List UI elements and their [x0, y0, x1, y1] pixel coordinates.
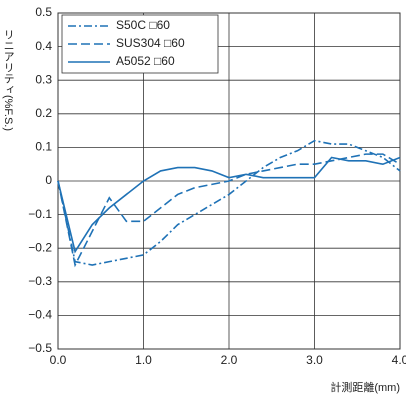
legend: S50C □60 SUS304 □60 A5052 □60	[61, 14, 219, 74]
series-line	[57, 139, 401, 266]
x-axis-label: 計測距離(mm)	[330, 380, 400, 394]
legend-label: SUS304 □60	[116, 36, 185, 50]
x-tick-label: 3.0	[306, 353, 323, 367]
y-tick-label: 0.3	[35, 72, 52, 86]
x-tick-label: 0.0	[50, 353, 67, 367]
y-tick-label: 0.1	[35, 140, 52, 154]
y-tick-label: 0	[45, 173, 52, 187]
x-tick-label: 4.0	[392, 353, 406, 367]
x-tick-label: 1.0	[135, 353, 152, 367]
y-tick-label: −0.2	[28, 240, 52, 254]
series-line	[57, 153, 401, 268]
y-tick-label: −0.3	[28, 274, 52, 288]
legend-label: S50C □60	[116, 18, 170, 32]
y-tick-label: 0.4	[35, 39, 52, 53]
y-axis-label: リニアリティ(%F.S.)	[2, 29, 14, 131]
series-line	[57, 156, 401, 254]
y-tick-label: −0.5	[28, 341, 52, 355]
y-tick-label: 0.5	[35, 5, 52, 19]
x-tick-label: 2.0	[221, 353, 238, 367]
y-tick-label: 0.2	[35, 106, 52, 120]
y-tick-label: −0.4	[28, 308, 52, 322]
legend-label: A5052 □60	[116, 54, 175, 68]
y-tick-label: −0.1	[28, 207, 52, 221]
